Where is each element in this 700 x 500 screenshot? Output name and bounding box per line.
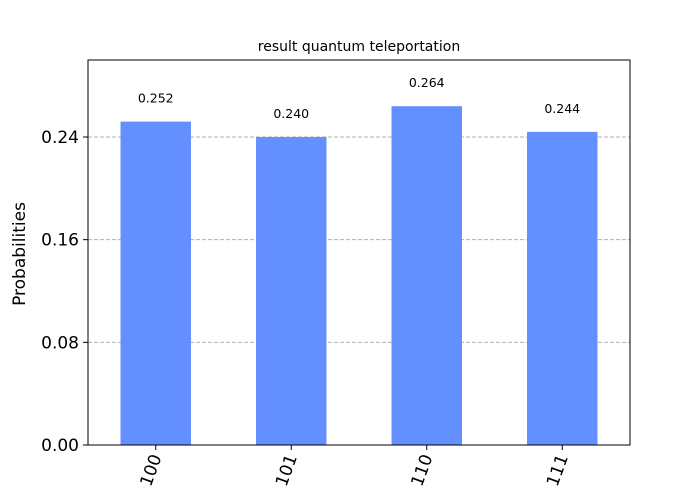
data-label-101: 0.240 <box>273 106 309 121</box>
y-tick-label: 0.24 <box>41 128 79 148</box>
bar-110 <box>391 106 462 445</box>
data-label-110: 0.264 <box>409 75 445 90</box>
data-label-111: 0.244 <box>544 101 580 116</box>
data-labels: 0.252 0.240 0.264 0.244 <box>138 75 580 121</box>
bar-100 <box>120 121 191 445</box>
bar-111 <box>527 131 598 445</box>
chart-title: result quantum teleportation <box>258 39 460 55</box>
x-tick-label-110: 110 <box>408 452 438 489</box>
y-tick-label: 0.00 <box>41 436 79 456</box>
x-axis-ticks: 100 101 110 111 <box>137 445 573 489</box>
y-axis-ticks: 0.00 0.08 0.16 0.24 <box>41 128 88 456</box>
bar-101 <box>256 137 327 445</box>
y-tick-label: 0.08 <box>41 333 79 353</box>
bars <box>120 106 598 445</box>
y-tick-label: 0.16 <box>41 231 79 251</box>
data-label-100: 0.252 <box>138 91 174 106</box>
x-tick-label-111: 111 <box>543 452 573 489</box>
plot-frame <box>87 59 631 446</box>
x-tick-label-101: 101 <box>272 452 302 489</box>
x-tick-label-100: 100 <box>137 452 167 489</box>
y-axis-label: Probabilities <box>10 202 30 306</box>
